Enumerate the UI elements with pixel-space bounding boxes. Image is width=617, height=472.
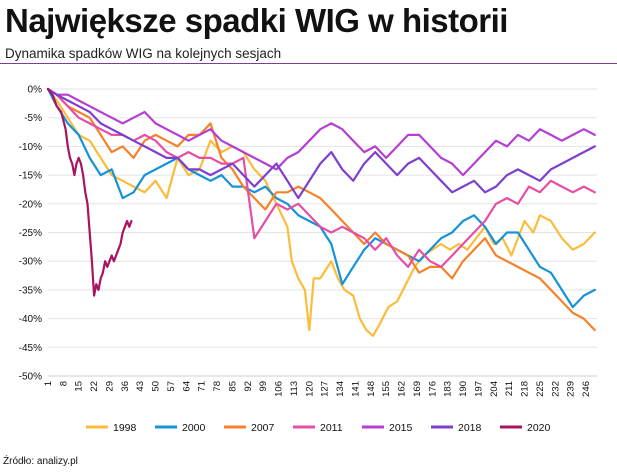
series-lines [46, 87, 596, 337]
source-note: Źródło: analizy.pl [3, 456, 78, 467]
y-tick-label: -25% [19, 228, 42, 239]
legend: 1998 2000 2007 2011 2015 2018 2020 [86, 422, 551, 434]
legend-label-2011: 2011 [320, 422, 343, 434]
x-tick-label: 99 [258, 381, 269, 392]
x-tick-label: 50 [151, 381, 162, 392]
x-tick-label: 106 [274, 381, 285, 397]
y-tick-label: -50% [19, 372, 42, 383]
grid-lines [48, 88, 597, 377]
x-tick-label: 113 [289, 381, 300, 396]
x-tick-label: 15 [74, 381, 85, 392]
legend-label-2007: 2007 [251, 422, 275, 434]
x-tick-label: 246 [581, 381, 592, 397]
x-tick-label: 43 [135, 381, 146, 392]
x-tick-label: 85 [227, 381, 238, 392]
x-tick-label: 148 [366, 381, 377, 397]
legend-label-2018: 2018 [458, 422, 482, 434]
y-tick-label: 0% [28, 85, 43, 96]
x-tick-label: 183 [443, 381, 454, 397]
x-tick-label: 169 [412, 381, 423, 397]
x-tick-label: 176 [427, 381, 438, 397]
x-tick-label: 29 [104, 381, 115, 392]
chart-subtitle: Dynamika spadków WIG na kolejnych sesjac… [5, 46, 282, 61]
x-tick-label: 155 [381, 381, 392, 397]
x-tick-label: 225 [535, 381, 546, 397]
legend-label-2000: 2000 [182, 422, 206, 434]
y-axis: 0% -5% -10% -15% -20% -25% -30% -35% -40% -45% -50… [19, 85, 42, 383]
x-tick-label: 71 [197, 381, 208, 392]
y-tick-label: -30% [19, 257, 42, 268]
y-tick-label: -40% [19, 314, 42, 325]
series-line-2015 [46, 87, 596, 177]
x-tick-label: 162 [397, 381, 408, 397]
legend-label-1998: 1998 [113, 422, 137, 434]
y-tick-label: -5% [24, 113, 42, 124]
x-tick-label: 197 [473, 381, 484, 397]
series-line-2018 [46, 87, 596, 200]
x-tick-label: 92 [243, 381, 254, 392]
y-tick-label: -10% [19, 142, 42, 153]
x-tick-label: 204 [489, 381, 500, 397]
series-line-2007 [46, 87, 596, 332]
x-tick-label: 120 [304, 381, 315, 397]
y-tick-label: -45% [19, 343, 42, 354]
chart-title: Największe spadki WIG w historii [5, 2, 508, 39]
x-tick-label: 190 [458, 381, 469, 397]
y-tick-label: -20% [19, 199, 42, 210]
x-tick-label: 1 [43, 381, 54, 386]
series-line-1998 [46, 87, 596, 337]
x-tick-label: 239 [566, 381, 577, 397]
x-tick-label: 8 [58, 381, 69, 386]
series-line-2020 [46, 87, 133, 297]
y-tick-label: -35% [19, 285, 42, 296]
x-tick-label: 232 [550, 381, 561, 397]
x-axis: 1 8 15 22 29 36 43 50 57 64 71 78 85 92 99 106 113 120 127… [43, 381, 592, 397]
x-tick-label: 78 [212, 381, 223, 392]
x-tick-label: 127 [320, 381, 331, 397]
x-tick-label: 57 [166, 381, 177, 392]
legend-label-2020: 2020 [527, 422, 551, 434]
legend-label-2015: 2015 [389, 422, 413, 434]
x-tick-label: 211 [504, 381, 515, 396]
y-tick-label: -15% [19, 171, 42, 182]
title-divider [0, 63, 617, 64]
x-tick-label: 134 [335, 381, 346, 397]
x-tick-label: 22 [89, 381, 100, 392]
x-tick-label: 141 [350, 381, 361, 397]
x-tick-label: 218 [520, 381, 531, 397]
x-tick-label: 64 [181, 381, 192, 392]
x-tick-label: 36 [120, 381, 131, 392]
series-line-2011 [46, 87, 596, 268]
